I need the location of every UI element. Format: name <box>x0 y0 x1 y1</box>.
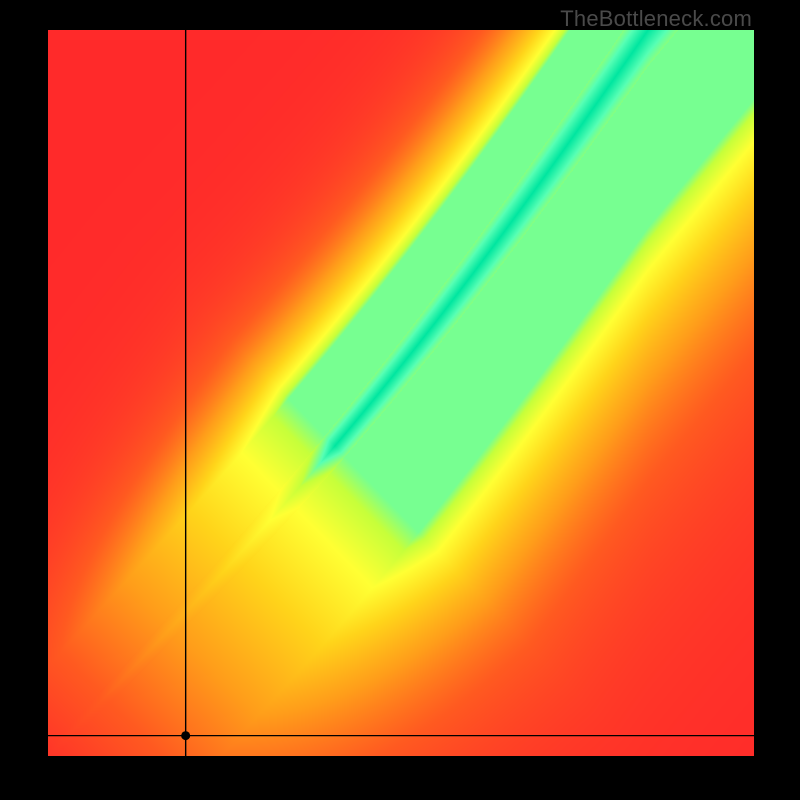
heatmap-canvas <box>48 30 754 756</box>
heatmap-plot <box>48 30 754 756</box>
watermark-text: TheBottleneck.com <box>560 6 752 32</box>
image-root: { "watermark": { "text": "TheBottleneck.… <box>0 0 800 800</box>
